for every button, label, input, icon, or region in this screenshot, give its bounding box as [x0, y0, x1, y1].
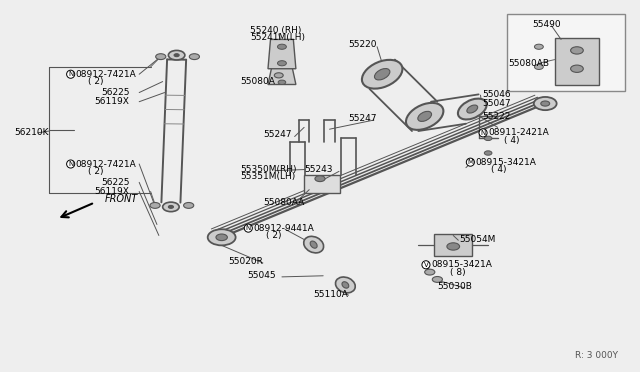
Text: 08915-3421A: 08915-3421A — [431, 260, 492, 269]
Text: 55243: 55243 — [304, 165, 333, 174]
Ellipse shape — [406, 103, 444, 130]
Text: M: M — [467, 159, 474, 165]
Text: ( 4): ( 4) — [504, 136, 520, 145]
Text: 55110A: 55110A — [314, 289, 349, 299]
Text: 55080AB: 55080AB — [508, 59, 549, 68]
Bar — [555, 38, 599, 85]
Circle shape — [278, 61, 286, 66]
Text: 55247: 55247 — [263, 130, 291, 139]
Circle shape — [278, 44, 286, 49]
Circle shape — [174, 54, 179, 57]
Circle shape — [571, 47, 583, 54]
Text: 55350M(RH): 55350M(RH) — [241, 165, 297, 174]
Ellipse shape — [374, 68, 390, 80]
Text: 08912-7421A: 08912-7421A — [76, 70, 136, 79]
Text: N: N — [68, 71, 74, 77]
Circle shape — [447, 243, 460, 250]
Circle shape — [541, 101, 550, 106]
Text: N: N — [481, 130, 486, 136]
Polygon shape — [268, 64, 296, 84]
Text: 56210K: 56210K — [14, 128, 49, 137]
Circle shape — [278, 80, 285, 84]
Ellipse shape — [458, 99, 486, 119]
Polygon shape — [268, 39, 296, 69]
Text: ( 4): ( 4) — [492, 165, 507, 174]
Ellipse shape — [342, 282, 349, 288]
Ellipse shape — [467, 105, 477, 113]
Text: 55490: 55490 — [532, 20, 561, 29]
Circle shape — [184, 202, 194, 208]
Circle shape — [168, 51, 185, 60]
Circle shape — [484, 151, 492, 155]
Circle shape — [189, 54, 200, 60]
Text: 55247: 55247 — [349, 114, 377, 123]
Text: 55030B: 55030B — [437, 282, 472, 291]
Text: 55020R: 55020R — [228, 257, 263, 266]
Bar — [507, 14, 625, 91]
Text: ( 8): ( 8) — [450, 267, 466, 277]
Text: 55054M: 55054M — [460, 235, 496, 244]
Text: 55240 (RH): 55240 (RH) — [250, 26, 301, 35]
Text: FRONT: FRONT — [104, 194, 138, 204]
Circle shape — [571, 65, 583, 73]
Circle shape — [156, 54, 166, 60]
Bar — [304, 175, 340, 193]
Text: ( 2): ( 2) — [88, 77, 104, 86]
Text: ( 2): ( 2) — [266, 231, 282, 240]
Ellipse shape — [418, 111, 431, 121]
Text: 55351M(LH): 55351M(LH) — [241, 172, 296, 181]
Ellipse shape — [335, 277, 355, 293]
Circle shape — [208, 229, 236, 246]
Text: 55047: 55047 — [482, 99, 511, 108]
Text: 55045: 55045 — [247, 271, 276, 280]
Circle shape — [534, 64, 543, 70]
Circle shape — [534, 97, 557, 110]
Circle shape — [168, 205, 173, 208]
Text: 56119X: 56119X — [95, 187, 130, 196]
Text: 55080A: 55080A — [241, 77, 276, 86]
Circle shape — [432, 276, 442, 282]
Text: 55046: 55046 — [482, 90, 511, 99]
Ellipse shape — [304, 236, 324, 253]
Circle shape — [275, 73, 284, 78]
Text: 08915-3421A: 08915-3421A — [476, 158, 536, 167]
Text: 08912-7421A: 08912-7421A — [76, 160, 136, 169]
Ellipse shape — [362, 60, 403, 89]
Circle shape — [315, 176, 325, 182]
Text: R: 3 000Y: R: 3 000Y — [575, 351, 618, 360]
Circle shape — [150, 202, 160, 208]
Text: N: N — [246, 225, 251, 231]
Circle shape — [484, 136, 492, 141]
Text: 08912-9441A: 08912-9441A — [253, 224, 314, 232]
Text: 55241M(LH): 55241M(LH) — [250, 33, 305, 42]
Text: 55222: 55222 — [482, 112, 510, 121]
Text: 55080AA: 55080AA — [263, 198, 304, 207]
Text: ( 2): ( 2) — [88, 167, 104, 176]
Bar — [434, 234, 472, 256]
Text: V: V — [424, 262, 428, 268]
Circle shape — [163, 202, 179, 212]
Ellipse shape — [310, 241, 317, 248]
Circle shape — [534, 44, 543, 49]
Circle shape — [216, 234, 227, 241]
Text: 56225: 56225 — [101, 178, 130, 187]
Text: 56119X: 56119X — [95, 97, 130, 106]
Text: 08911-2421A: 08911-2421A — [488, 128, 549, 137]
Text: 56225: 56225 — [101, 88, 130, 97]
Circle shape — [425, 269, 435, 275]
Text: 55220: 55220 — [349, 41, 377, 49]
Text: N: N — [68, 161, 74, 167]
